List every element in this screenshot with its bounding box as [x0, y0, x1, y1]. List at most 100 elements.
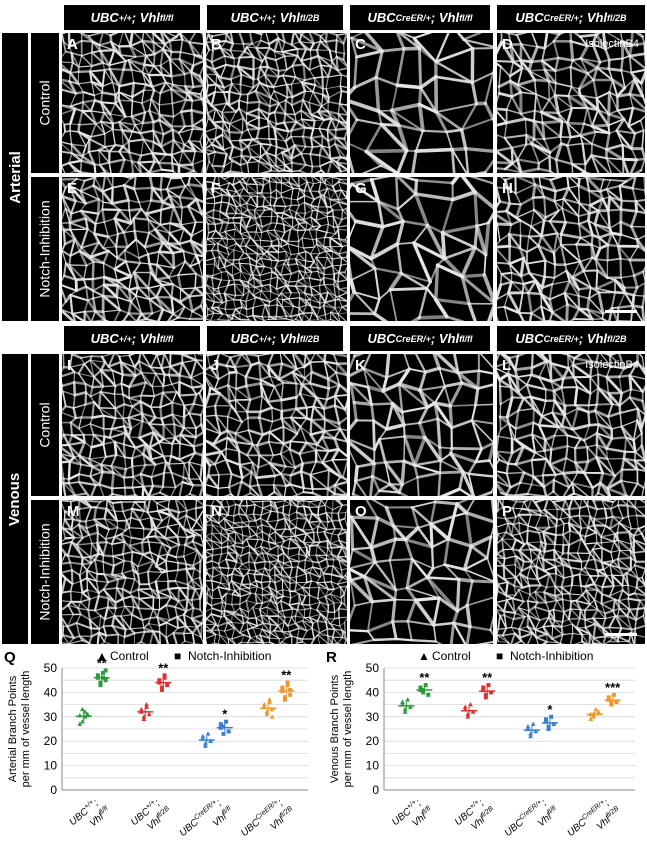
legend-control-marker: ▲ [418, 649, 430, 663]
control-data-point [261, 704, 267, 709]
control-data-point [470, 709, 476, 714]
notch-data-point [162, 673, 167, 678]
micrograph-panel: O [350, 500, 493, 644]
y-tick-label: 0 [50, 783, 57, 797]
vessel-network-image [62, 33, 203, 173]
y-tick-label: 40 [366, 685, 380, 699]
genotype-allele-vhl: fl/fl [159, 12, 174, 23]
control-data-point [77, 721, 83, 726]
micrograph-panel: F [206, 177, 347, 321]
control-data-point [85, 711, 91, 717]
genotype-base: UBC [515, 331, 544, 346]
notch-data-point [288, 687, 293, 692]
control-data-point [200, 733, 206, 739]
micrograph-panel: E [62, 177, 203, 321]
genotype-vhl: ; Vhl [271, 10, 300, 25]
notch-data-point [280, 685, 285, 690]
control-data-point [530, 721, 536, 726]
notch-data-point [226, 729, 231, 734]
notch-data-point [288, 692, 293, 697]
genotype-vhl: ; Vhl [271, 331, 300, 346]
vessel-network-image [497, 500, 645, 644]
significance-marker: ** [158, 660, 169, 675]
notch-data-point [282, 697, 287, 702]
significance-marker: * [222, 707, 228, 722]
y-tick-label: 50 [366, 661, 380, 675]
notch-data-point [418, 687, 423, 692]
genotype-header-5: UBC +/+; Vhl fl/fl [64, 326, 200, 351]
notch-data-point [165, 683, 170, 688]
vessel-network-image [206, 500, 347, 644]
significance-marker: ** [281, 668, 292, 683]
notch-data-point [98, 683, 103, 688]
notch-data-point [224, 719, 229, 724]
control-data-point [141, 716, 147, 722]
control-data-point [82, 709, 88, 714]
panel-letter: E [67, 180, 78, 197]
y-tick-label: 30 [44, 710, 58, 724]
micrograph-panel: I [62, 354, 203, 496]
vessel-network-image [350, 33, 493, 173]
genotype-vhl: ; Vhl [578, 10, 608, 25]
vessel-network-image [206, 177, 347, 321]
control-data-point [533, 728, 539, 734]
genotype-allele-vhl: fl/2B [299, 333, 320, 344]
notch-data-point [95, 675, 100, 680]
genotype-allele-ubc: CreER/+ [395, 333, 431, 344]
notch-data-point [159, 687, 164, 692]
panel-letter: M [67, 503, 80, 520]
micrograph-panel: L IsolectinB4 [497, 354, 645, 496]
control-data-point [269, 706, 275, 712]
vessel-network-image [62, 354, 203, 496]
row-label-venous-control: Control [31, 354, 59, 496]
panel-letter: K [355, 357, 366, 374]
genotype-allele-vhl: fl/fl [459, 12, 473, 23]
chart-panel-letter: Q [4, 649, 16, 666]
y-tick-label: 0 [372, 783, 379, 797]
micrograph-panel: J [206, 354, 347, 496]
control-data-point [588, 716, 594, 722]
vessel-network-image [350, 500, 493, 644]
notch-data-point [489, 690, 494, 695]
micrograph-panel: A [62, 33, 203, 173]
control-data-point [82, 714, 88, 719]
genotype-allele-vhl: fl/fl [159, 333, 174, 344]
panel-letter: O [355, 503, 367, 520]
notch-data-point [483, 695, 488, 700]
genotype-allele-ubc: +/+ [258, 12, 272, 23]
control-data-point [77, 712, 83, 718]
y-axis-label-line2: per mm of vessel length [342, 671, 354, 788]
control-data-point [144, 702, 149, 707]
notch-data-point [218, 725, 223, 730]
genotype-allele-ubc: +/+ [118, 333, 132, 344]
genotype-allele-vhl: fl/2B [299, 12, 320, 23]
notch-data-point [282, 695, 287, 700]
genotype-vhl: ; Vhl [430, 331, 460, 346]
notch-data-point [614, 700, 619, 705]
genotype-vhl: ; Vhl [131, 10, 160, 25]
notch-data-point [486, 683, 491, 688]
control-data-point [465, 711, 471, 717]
control-data-point [264, 711, 270, 717]
notch-data-point [221, 731, 226, 736]
row-label-arterial-control: Control [31, 33, 59, 173]
micrograph-panel: H [497, 177, 645, 321]
notch-data-point [285, 683, 290, 688]
x-tick-label-line2: Vhlfl/fl [210, 805, 236, 830]
notch-data-point [546, 724, 551, 729]
genotype-header-6: UBC +/+; Vhl fl/2B [207, 326, 343, 351]
control-data-point [138, 709, 144, 714]
genotype-allele-ubc: +/+ [118, 12, 132, 23]
control-data-point [80, 719, 85, 724]
genotype-header-4: UBC CreER/+; Vhl fl/2B [497, 5, 645, 30]
genotype-allele-vhl: fl/fl [459, 333, 473, 344]
genotype-header-2: UBC +/+; Vhl fl/2B [207, 5, 343, 30]
control-data-point [525, 726, 531, 731]
section-label-venous: Venous [2, 354, 28, 644]
control-data-point [208, 738, 214, 743]
significance-marker: ** [97, 655, 108, 670]
genotype-base: UBC [230, 331, 259, 346]
control-data-point [407, 704, 413, 709]
notch-data-point [609, 700, 614, 705]
genotype-allele-ubc: CreER/+ [543, 333, 579, 344]
